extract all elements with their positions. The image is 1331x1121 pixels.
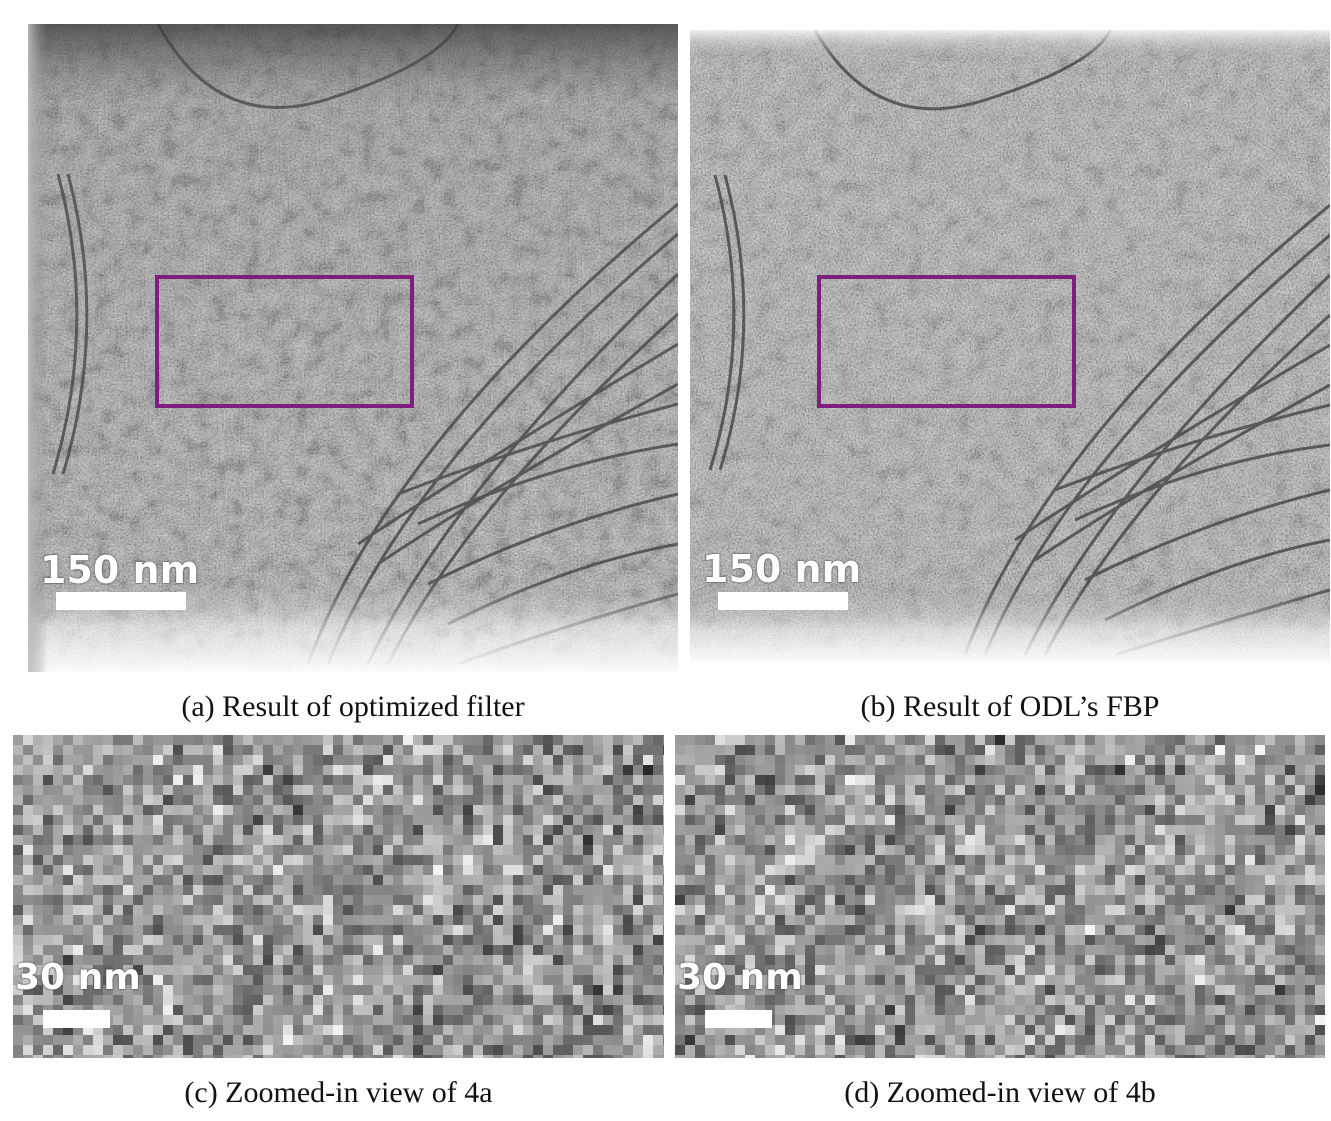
scalebar-label: 150 nm (702, 547, 862, 591)
scalebar (718, 592, 848, 610)
zoomed-region-c (13, 735, 664, 1058)
caption-b: (b) Result of ODL’s FBP (860, 690, 1160, 723)
region-of-interest-box (155, 275, 414, 408)
zoomed-region-d (675, 735, 1325, 1058)
region-of-interest-box (817, 275, 1076, 408)
panel-c-image: 30 nm (13, 735, 664, 1058)
panel-d-image: 30 nm (675, 735, 1325, 1058)
tomogram-slice-b (690, 30, 1330, 662)
caption-d: (d) Zoomed-in view of 4b (844, 1076, 1156, 1109)
scalebar-label: 30 nm (677, 957, 803, 998)
tomogram-slice-a (28, 24, 678, 672)
panel-a-image: 150 nm (28, 24, 678, 672)
scalebar-label: 150 nm (40, 548, 200, 592)
scalebar-label: 30 nm (15, 957, 141, 998)
scalebar (43, 1010, 110, 1028)
panel-b-image: 150 nm (690, 30, 1330, 662)
scalebar (56, 592, 186, 610)
scalebar (705, 1010, 772, 1028)
caption-a: (a) Result of optimized filter (181, 690, 525, 723)
caption-c: (c) Zoomed-in view of 4a (184, 1076, 493, 1109)
